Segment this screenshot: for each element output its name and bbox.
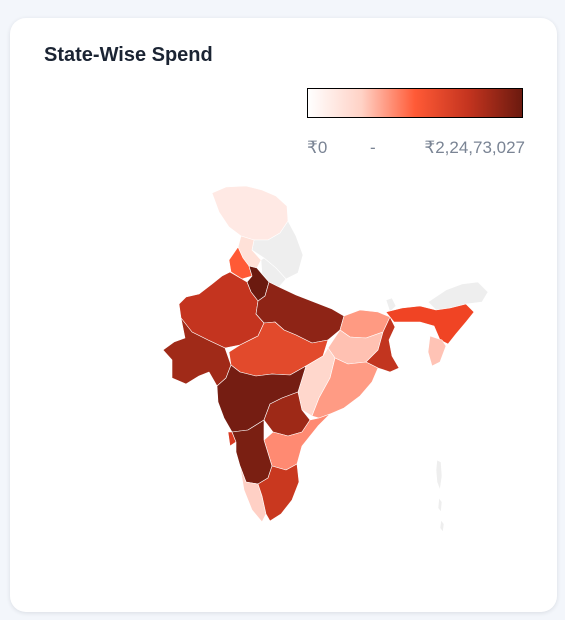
- state-andaman-nicobar[interactable]: [435, 459, 445, 533]
- state-assam-northeast[interactable]: [385, 303, 475, 345]
- state-tamil-nadu[interactable]: [257, 463, 300, 522]
- state-tripura-mizoram[interactable]: [427, 335, 447, 367]
- state-jammu-kashmir[interactable]: [211, 185, 289, 241]
- legend-max-label: ₹2,24,73,027: [424, 138, 525, 157]
- state-west-bengal[interactable]: [365, 316, 400, 373]
- state-ladakh[interactable]: [251, 220, 304, 280]
- legend-min-label: ₹0: [307, 138, 328, 157]
- state-odisha[interactable]: [311, 357, 379, 419]
- state-gujarat[interactable]: [162, 317, 232, 387]
- card-title: State-Wise Spend: [44, 44, 213, 66]
- legend-gradient-bar: [307, 88, 523, 118]
- state-sikkim[interactable]: [385, 297, 397, 313]
- state-shapes: [162, 185, 489, 533]
- state-punjab[interactable]: [228, 246, 253, 280]
- legend-separator: -: [370, 138, 376, 157]
